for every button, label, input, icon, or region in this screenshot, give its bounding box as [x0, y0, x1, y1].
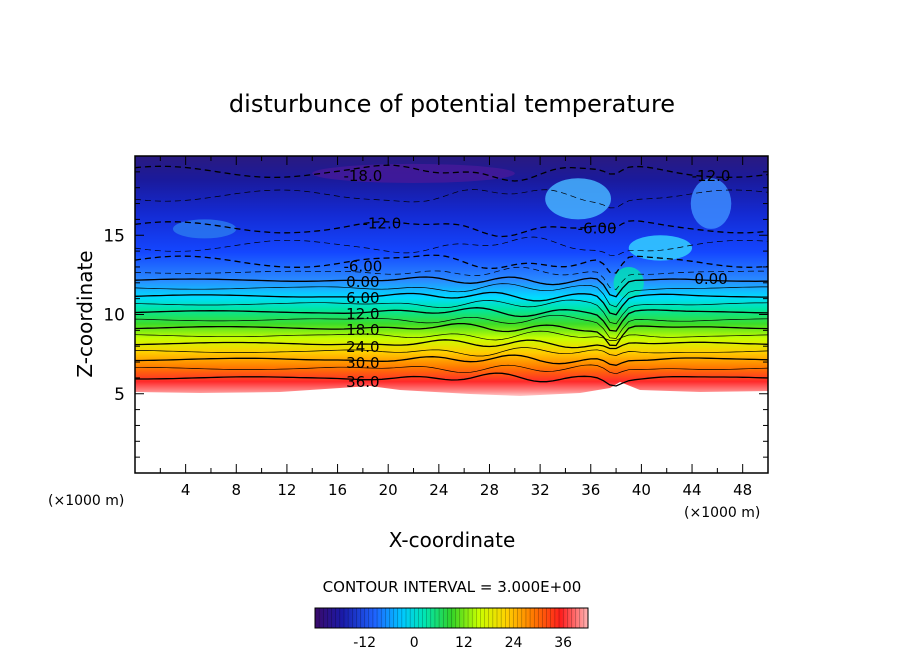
x-axis-label: X-coordinate — [389, 528, 516, 552]
cold-core — [312, 163, 515, 183]
contour-line — [135, 330, 768, 341]
x-tick-label: 20 — [379, 481, 398, 499]
x-tick-label: 48 — [733, 481, 752, 499]
y-tick-label: 10 — [103, 306, 125, 326]
contour-label: 6.00 — [346, 289, 379, 307]
contour-label: -6.00 — [343, 257, 382, 275]
field-fill — [135, 156, 768, 396]
contour-lines — [135, 164, 768, 387]
contour-label: 30.0 — [346, 354, 379, 372]
x-tick-label: 4 — [181, 481, 191, 499]
contour-line — [135, 314, 768, 339]
contour-line — [135, 347, 768, 357]
contour-line — [135, 372, 768, 387]
x-tick-label: 8 — [232, 481, 242, 499]
contour-label: -12.0 — [692, 167, 731, 185]
contour-label: -12.0 — [362, 215, 401, 233]
contour-line — [135, 189, 768, 209]
contour-line — [135, 276, 768, 298]
contour-line — [135, 307, 768, 332]
colorbar-tick-label: 0 — [410, 635, 419, 651]
warm-patch — [545, 178, 612, 220]
x-tick-label: 40 — [632, 481, 651, 499]
contour-interval-text: CONTOUR INTERVAL = 3.000E+00 — [323, 578, 582, 596]
colorbar-stripes — [314, 608, 589, 628]
warm-patch — [628, 235, 693, 261]
x-tick-label: 36 — [581, 481, 600, 499]
colorbar-tick-label: 24 — [505, 635, 523, 651]
contour-line — [135, 266, 768, 290]
chart-title: disturbunce of potential temperature — [229, 90, 675, 118]
x-unit-left: (×1000 m) — [48, 493, 124, 509]
colorbar-tick-label: -12 — [353, 635, 376, 651]
contour-line — [135, 254, 768, 274]
contour-line — [135, 220, 768, 238]
x-tick-label: 24 — [429, 481, 448, 499]
x-unit-right: (×1000 m) — [684, 505, 760, 521]
contour-label: 36.0 — [346, 373, 379, 391]
warm-patch — [172, 219, 237, 239]
y-axis-label: Z-coordinate — [73, 250, 97, 377]
plot-area: -18.0-12.0-12.0-6.00-6.000.00 0.006.0012.… — [135, 156, 768, 473]
contour-line — [135, 283, 768, 308]
contour-line — [135, 364, 768, 375]
warm-patch — [690, 178, 732, 229]
y-tick-label: 5 — [114, 385, 125, 405]
contour-line — [135, 164, 768, 182]
contour-labels: -18.0-12.0-12.0-6.00-6.000.00 0.006.0012.… — [343, 167, 730, 391]
y-tick-label: 15 — [103, 226, 125, 246]
colorbar-ticks: -12 0 12 24 36 — [353, 635, 572, 651]
contour-line — [135, 339, 768, 350]
x-tick-label: 16 — [328, 481, 347, 499]
contour-line — [135, 299, 768, 325]
contour-line — [135, 291, 768, 316]
x-tick-label: 44 — [682, 481, 701, 499]
contour-line — [135, 322, 768, 347]
x-tick-label: 12 — [277, 481, 296, 499]
contour-line — [135, 354, 768, 366]
contour-label: 0.00 — [346, 273, 379, 291]
contour-label: 24.0 — [346, 338, 379, 356]
x-tick-label: 28 — [480, 481, 499, 499]
contour-label: 12.0 — [346, 305, 379, 323]
contour-line — [135, 236, 768, 257]
x-tick-label: 32 — [531, 481, 550, 499]
colorbar-tick-label: 12 — [455, 635, 473, 651]
colorbar-tick-label: 36 — [554, 635, 572, 651]
contour-label: 18.0 — [346, 321, 379, 339]
contour-label: -6.00 — [578, 219, 617, 237]
contour-label: 0.00 — [694, 270, 727, 288]
contour-label: -18.0 — [343, 167, 382, 185]
